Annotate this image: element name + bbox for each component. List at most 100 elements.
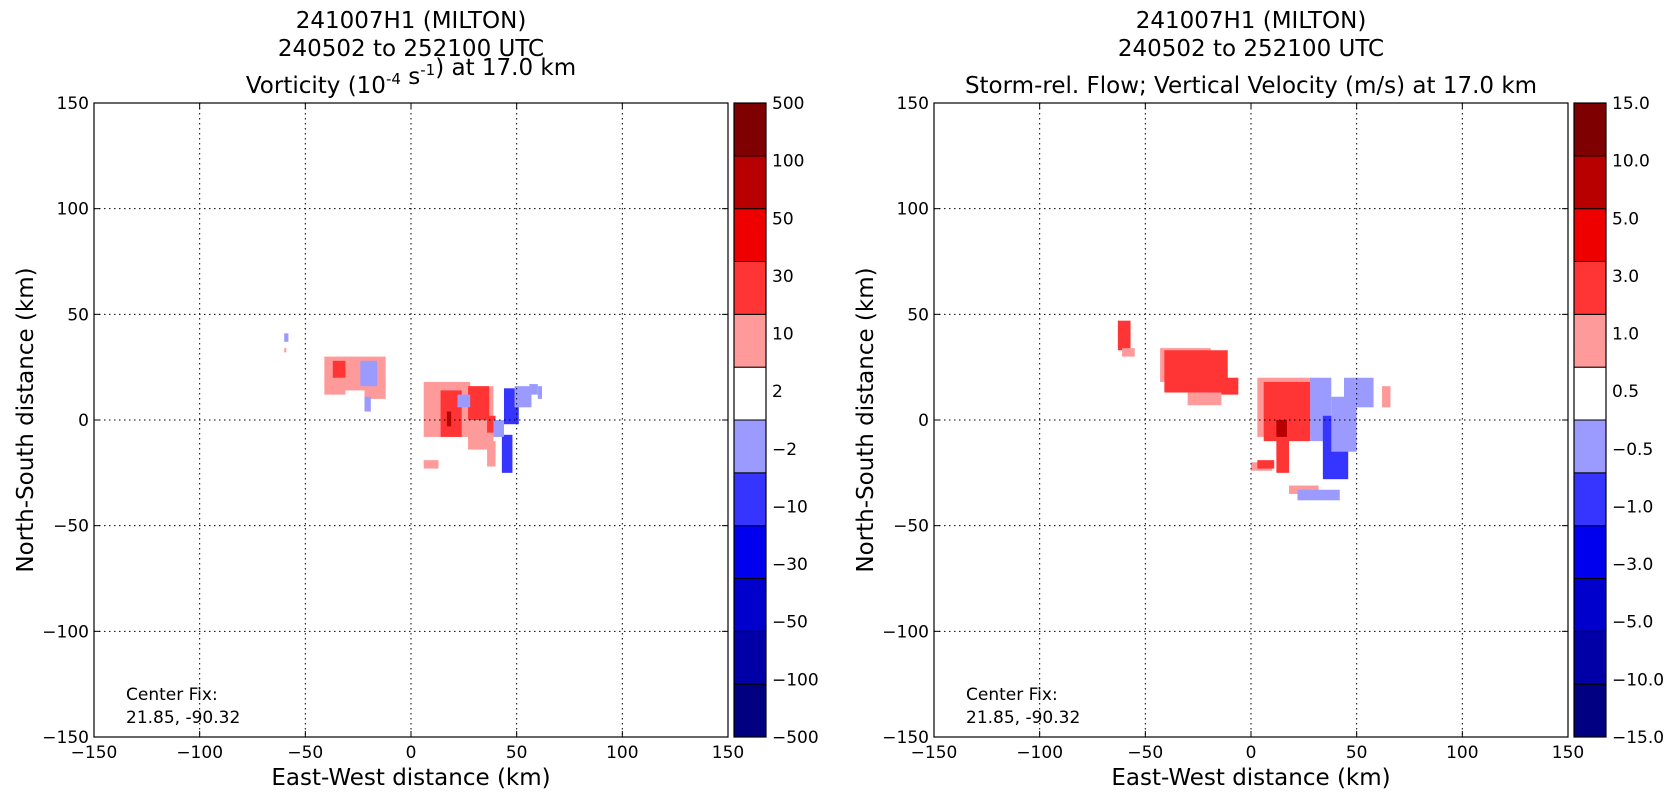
colorbar-band bbox=[733, 102, 767, 157]
x-tick-label: 100 bbox=[1446, 743, 1478, 763]
y-tick-label: 50 bbox=[67, 305, 89, 325]
y-tick-label: 100 bbox=[57, 200, 89, 220]
chart-subtitle: Storm-rel. Flow; Vertical Velocity (m/s)… bbox=[965, 73, 1537, 99]
field-patch bbox=[1276, 420, 1287, 437]
field-patch bbox=[1122, 348, 1135, 357]
field-patch bbox=[1343, 377, 1374, 408]
colorbar-band bbox=[733, 683, 767, 738]
colorbar-tick-label: 10 bbox=[772, 325, 794, 345]
field-patches bbox=[1117, 320, 1391, 501]
field-patch bbox=[487, 415, 496, 433]
colorbar: −15.0 −10.0 −5.0 −3.0 −1.0 −0.5 0.5 1.0 3.0 5.0 10… bbox=[1573, 94, 1664, 748]
colorbar-band bbox=[1573, 525, 1607, 580]
field-patch bbox=[468, 386, 490, 420]
colorbar-band bbox=[733, 313, 767, 368]
colorbar-tick-label: 100 bbox=[772, 152, 804, 172]
colorbar-band bbox=[1573, 155, 1607, 210]
x-tick-label: −100 bbox=[176, 743, 223, 763]
field-patch bbox=[529, 384, 538, 395]
field-patch bbox=[360, 360, 378, 387]
colorbar-tick-label: −15.0 bbox=[1612, 728, 1664, 748]
colorbar-tick-label: −30 bbox=[772, 555, 808, 575]
colorbar-tick-label: 10.0 bbox=[1612, 152, 1650, 172]
colorbar-tick-label: −2 bbox=[772, 440, 797, 460]
field-patch bbox=[1187, 392, 1222, 406]
subtitle-text: Storm-rel. Flow; Vertical Velocity (m/s)… bbox=[965, 73, 1537, 99]
colorbar-band bbox=[1573, 630, 1607, 685]
field-patch bbox=[457, 394, 471, 408]
field-patch bbox=[487, 441, 496, 467]
colorbar-tick-label: 5.0 bbox=[1612, 209, 1639, 229]
subtitle-text: Vorticity (10 bbox=[246, 73, 386, 99]
field-patch bbox=[332, 360, 346, 378]
field-patch bbox=[1297, 489, 1340, 501]
field-patch bbox=[1276, 439, 1290, 473]
y-tick-label: −100 bbox=[882, 622, 929, 642]
y-tick-label: 100 bbox=[897, 200, 929, 220]
y-tick-label: −50 bbox=[53, 517, 89, 537]
x-tick-label: −100 bbox=[1016, 743, 1063, 763]
colorbar-tick-label: 15.0 bbox=[1612, 94, 1650, 114]
field-patch bbox=[364, 396, 371, 412]
y-tick-label: 0 bbox=[78, 411, 89, 431]
y-tick-label: 0 bbox=[918, 411, 929, 431]
colorbar-band bbox=[733, 155, 767, 210]
subtitle-superscript: -4 bbox=[386, 70, 401, 88]
y-tick-label: 50 bbox=[907, 305, 929, 325]
x-tick-label: 150 bbox=[712, 743, 744, 763]
field-patch bbox=[493, 420, 504, 437]
y-tick-label: −150 bbox=[882, 728, 929, 748]
colorbar-tick-label: 500 bbox=[772, 94, 804, 114]
colorbar-tick-label: −10 bbox=[772, 497, 808, 517]
x-axis-label: East-West distance (km) bbox=[271, 765, 550, 791]
y-tick-label: −150 bbox=[42, 728, 89, 748]
field-patch bbox=[514, 386, 532, 408]
chart-title-line-2: 240502 to 252100 UTC bbox=[1118, 36, 1384, 62]
colorbar-tick-label: 1.0 bbox=[1612, 325, 1639, 345]
chart-title-line-1: 241007H1 (MILTON) bbox=[1136, 8, 1367, 34]
field-patch bbox=[1208, 377, 1239, 395]
y-tick-label: 150 bbox=[57, 94, 89, 114]
colorbar-band bbox=[733, 208, 767, 263]
subtitle-text: ) at 17.0 km bbox=[435, 55, 576, 81]
field-patch bbox=[284, 348, 287, 353]
colorbar-frame bbox=[733, 102, 767, 738]
field-patch bbox=[1257, 460, 1275, 469]
subtitle-superscript: -1 bbox=[420, 61, 435, 79]
field-patch bbox=[1382, 386, 1391, 408]
field-patches bbox=[284, 333, 543, 473]
x-tick-label: 100 bbox=[606, 743, 638, 763]
colorbar-band bbox=[733, 472, 767, 527]
x-tick-label: 0 bbox=[1246, 743, 1257, 763]
x-tick-label: −150 bbox=[911, 743, 958, 763]
center-fix-label: Center Fix: bbox=[966, 685, 1058, 705]
y-tick-label: −50 bbox=[893, 517, 929, 537]
chart-subtitle: Vorticity (10-4 s-1) at 17.0 km bbox=[246, 55, 576, 99]
colorbar: −500 −100 −50 −30 −10 −2 2 10 30 50 100 500 bbox=[733, 94, 819, 748]
colorbar-tick-label: −100 bbox=[772, 670, 819, 690]
colorbar-tick-label: −500 bbox=[772, 728, 819, 748]
chart-title-line-2: 240502 to 252100 UTC bbox=[278, 36, 544, 62]
field-patch bbox=[423, 460, 439, 469]
colorbar-tick-label: −5.0 bbox=[1612, 613, 1653, 633]
colorbar-frame bbox=[1573, 102, 1607, 738]
field-patch bbox=[284, 333, 289, 342]
chart-panel-2: −150 −100 −50 0 50 100 150 −150 −100 −50 0 50 100 150… bbox=[853, 8, 1664, 791]
colorbar-tick-label: −10.0 bbox=[1612, 670, 1664, 690]
field-patch bbox=[446, 411, 452, 427]
colorbar-band bbox=[1573, 208, 1607, 263]
chart-title-line-1: 241007H1 (MILTON) bbox=[296, 8, 527, 34]
colorbar-tick-label: 0.5 bbox=[1612, 382, 1639, 402]
colorbar-band bbox=[1573, 261, 1607, 315]
colorbar-band bbox=[733, 630, 767, 685]
colorbar-tick-label: −3.0 bbox=[1612, 555, 1653, 575]
colorbar-tick-label: 3.0 bbox=[1612, 267, 1639, 287]
grid-lines bbox=[934, 103, 1568, 737]
colorbar-band bbox=[733, 525, 767, 580]
x-tick-label: −150 bbox=[71, 743, 118, 763]
center-fix-label: Center Fix: bbox=[126, 685, 218, 705]
y-tick-label: 150 bbox=[897, 94, 929, 114]
colorbar-tick-label: 30 bbox=[772, 267, 794, 287]
